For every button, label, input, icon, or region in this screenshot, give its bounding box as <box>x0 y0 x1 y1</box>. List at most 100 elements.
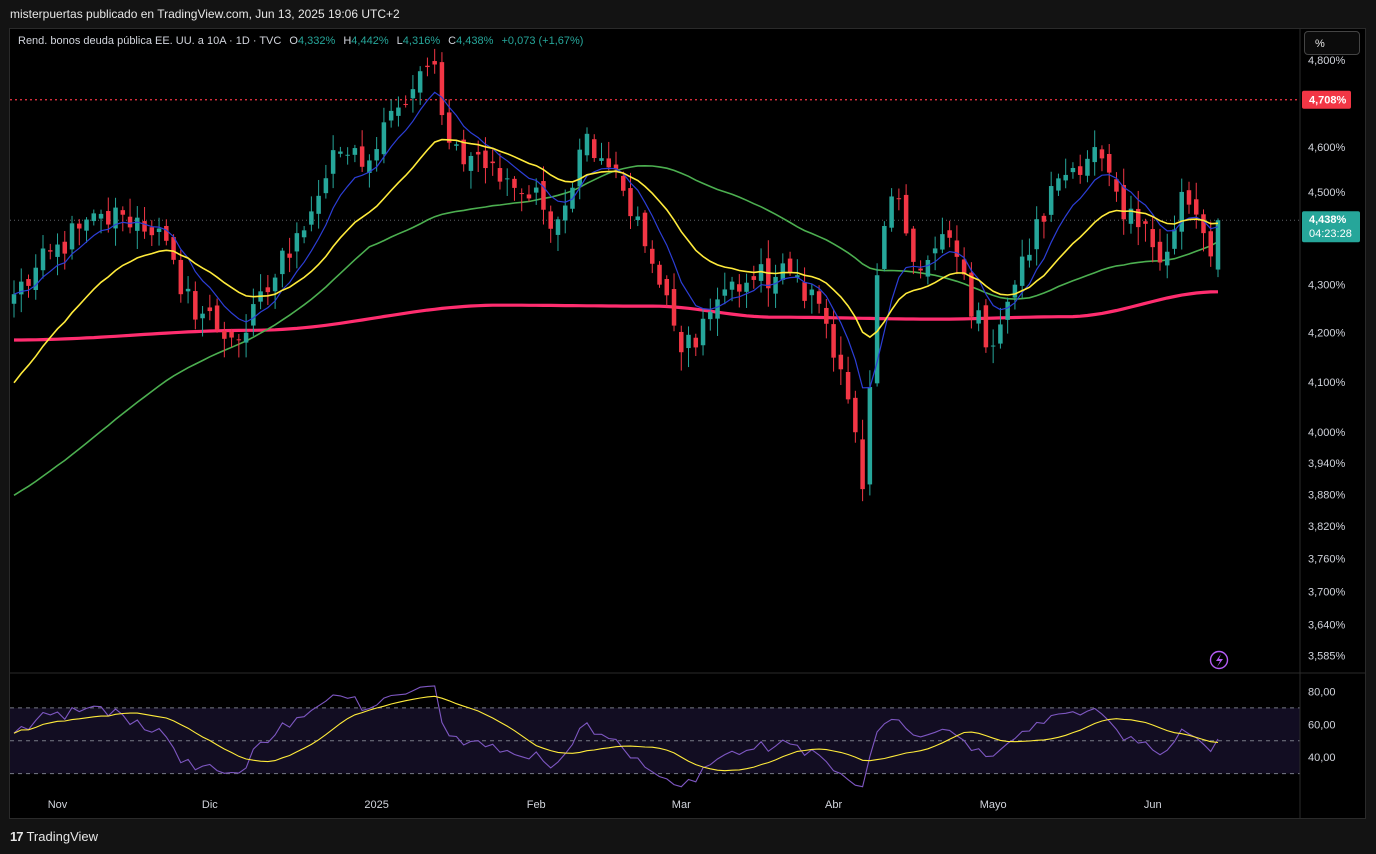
candle-body <box>40 248 46 271</box>
brand-name: TradingView <box>26 829 99 844</box>
chart-frame[interactable] <box>9 28 1366 819</box>
candle-body <box>853 397 858 433</box>
time-axis-tick: Abr <box>825 799 842 811</box>
candle-body <box>272 277 278 292</box>
time-axis-tick: Dic <box>202 799 218 811</box>
candle-body <box>591 139 597 159</box>
candle-body <box>454 144 459 146</box>
candle-body <box>961 259 967 275</box>
candle-body <box>69 223 75 250</box>
candle-body <box>106 211 111 225</box>
price-axis-tick: 3,880% <box>1308 489 1346 501</box>
high-value: 4,442% <box>351 35 389 47</box>
candle-body <box>1034 219 1039 250</box>
candle-body <box>149 227 155 236</box>
resistance-tag-label: 4,708% <box>1309 95 1347 107</box>
candle-body <box>512 178 517 188</box>
candle-body <box>1070 167 1076 173</box>
candle-body <box>1215 220 1221 270</box>
candle-body <box>657 264 662 285</box>
candle-body <box>171 237 176 260</box>
candle-body <box>425 65 430 68</box>
candle-body <box>541 181 546 210</box>
candle-body <box>26 279 31 286</box>
candle-body <box>1019 256 1025 286</box>
candle-body <box>243 332 249 343</box>
candle-body <box>693 337 699 348</box>
candle-body <box>519 193 524 195</box>
time-axis-tick: Jun <box>1144 799 1162 811</box>
price-axis-tick: 3,700% <box>1308 586 1346 598</box>
low-label: L <box>396 35 403 47</box>
candle-body <box>990 345 996 347</box>
candle-body <box>164 225 169 241</box>
price-axis-tick: 3,820% <box>1308 521 1346 533</box>
candle-body <box>178 259 184 295</box>
candle-body <box>113 207 118 229</box>
candle-body <box>1150 229 1155 248</box>
candle-body <box>352 148 358 155</box>
price-axis-tick: 4,500% <box>1308 187 1346 199</box>
candle-body <box>1114 179 1119 192</box>
rsi-pane <box>10 672 1300 788</box>
candle-body <box>1135 208 1141 228</box>
candle-body <box>577 149 582 187</box>
candle-body <box>222 331 227 339</box>
candle-body <box>969 272 974 317</box>
candle-body <box>91 213 97 222</box>
rsi-axis-tick: 80,00 <box>1308 686 1336 698</box>
candle-body <box>475 151 481 155</box>
candle-body <box>1085 158 1090 176</box>
candle-body <box>1208 231 1213 257</box>
candle-body <box>287 253 292 258</box>
flash-icon[interactable] <box>1209 650 1229 670</box>
candle-body <box>860 439 865 490</box>
candle-body <box>526 194 532 199</box>
candle-body <box>882 225 887 269</box>
candle-body <box>700 318 706 346</box>
candle-body <box>1077 166 1083 175</box>
tradingview-logo[interactable]: 17 TradingView <box>10 829 98 844</box>
candle-body <box>708 311 713 320</box>
candle-body <box>664 278 670 296</box>
candle-body <box>1012 284 1018 298</box>
candle-body <box>998 324 1003 344</box>
last-price-value: 4,438% <box>1309 214 1347 226</box>
candle-body <box>932 248 938 254</box>
candle-body <box>207 307 213 312</box>
candle-body <box>925 260 931 277</box>
candle-body <box>265 287 271 293</box>
footer: 17 TradingView <box>0 824 1376 854</box>
candle-body <box>555 219 561 235</box>
candle-body <box>795 275 800 278</box>
candle-body <box>816 291 822 304</box>
candle-body <box>1063 174 1068 181</box>
candle-body <box>330 150 336 174</box>
candle-body <box>751 276 757 280</box>
candle-body <box>316 195 321 214</box>
tradingview-logo-icon: 17 <box>10 829 24 844</box>
candle-body <box>954 240 960 257</box>
candle-body <box>446 112 452 143</box>
candle-body <box>236 339 242 341</box>
candle-body <box>896 198 902 200</box>
candle-body <box>874 275 880 384</box>
candle-body <box>1172 229 1177 249</box>
candle-body <box>200 313 205 319</box>
candle-body <box>911 228 916 262</box>
candle-body <box>156 228 162 233</box>
candle-body <box>439 62 445 116</box>
candle-body <box>715 299 720 319</box>
candle-body <box>280 250 285 275</box>
change-value: +0,073 (+1,67%) <box>501 35 584 47</box>
candle-body <box>947 230 952 238</box>
ema-8-line <box>13 91 1219 389</box>
candle-body <box>301 230 307 238</box>
candle-body <box>1201 214 1206 234</box>
price-pane <box>10 48 1300 502</box>
price-unit-button[interactable]: % <box>1304 31 1360 55</box>
high-label: H <box>343 35 352 47</box>
candle-body <box>628 188 633 217</box>
candle-body <box>11 294 17 304</box>
